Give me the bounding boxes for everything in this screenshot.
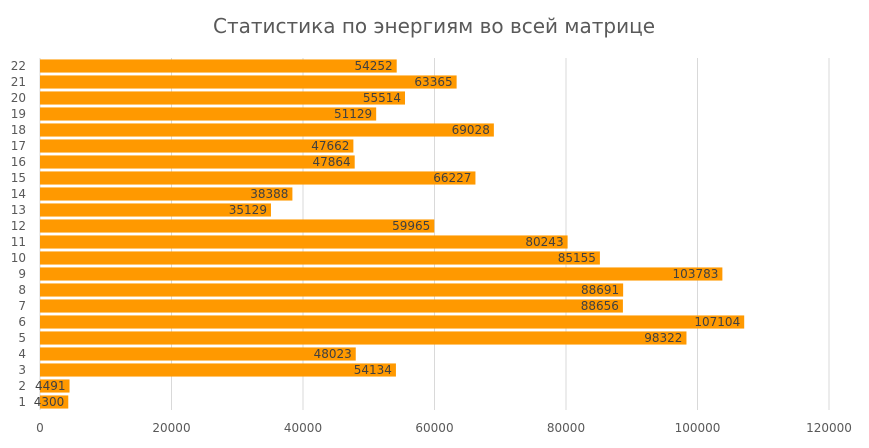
bar-15: [40, 171, 476, 185]
y-tick-label-8: 8: [18, 283, 26, 297]
bar-8: [40, 283, 624, 297]
data-label-5: 98322: [644, 331, 682, 345]
data-label-14: 38388: [250, 187, 288, 201]
bar-12: [40, 219, 435, 233]
bar-20: [40, 91, 406, 105]
bar-1: [40, 395, 69, 409]
bar-22: [40, 59, 397, 73]
y-tick-label-5: 5: [18, 331, 26, 345]
data-label-16: 47864: [313, 155, 351, 169]
data-label-2: 4491: [35, 379, 66, 393]
y-tick-label-12: 12: [11, 219, 26, 233]
bar-6: [40, 315, 745, 329]
y-tick-label-21: 21: [11, 75, 26, 89]
bar-14: [40, 187, 293, 201]
bar-2: [40, 379, 70, 393]
bar-9: [40, 267, 723, 281]
data-label-18: 69028: [452, 123, 490, 137]
data-label-4: 48023: [314, 347, 352, 361]
y-tick-label-1: 1: [18, 395, 26, 409]
x-tick-label-80000: 80000: [547, 421, 585, 435]
y-tick-label-9: 9: [18, 267, 26, 281]
y-tick-label-7: 7: [18, 299, 26, 313]
bar-19: [40, 107, 377, 121]
x-tick-label-0: 0: [36, 421, 44, 435]
x-axis-labels: 0 20000 40000 60000 80000 100000 120000: [36, 421, 852, 435]
y-tick-label-22: 22: [11, 59, 26, 73]
data-label-7: 88656: [581, 299, 619, 313]
bar-10: [40, 251, 600, 265]
y-tick-label-3: 3: [18, 363, 26, 377]
data-label-12: 59965: [392, 219, 430, 233]
y-tick-label-14: 14: [11, 187, 26, 201]
x-tick-label-120000: 120000: [806, 421, 852, 435]
x-tick-label-60000: 60000: [415, 421, 453, 435]
data-label-6: 107104: [694, 315, 740, 329]
bar-16: [40, 155, 355, 169]
data-label-9: 103783: [673, 267, 719, 281]
x-tick-label-40000: 40000: [284, 421, 322, 435]
data-label-20: 55514: [363, 91, 401, 105]
chart-title: Статистика по энергиям во всей матрице: [213, 14, 655, 38]
x-tick-label-100000: 100000: [675, 421, 721, 435]
data-label-11: 80243: [525, 235, 563, 249]
data-label-1: 4300: [34, 395, 65, 409]
bars-group: [40, 59, 745, 409]
bar-7: [40, 299, 623, 313]
bar-17: [40, 139, 354, 153]
y-tick-label-17: 17: [11, 139, 26, 153]
data-label-22: 54252: [355, 59, 393, 73]
data-label-21: 63365: [414, 75, 452, 89]
bar-13: [40, 203, 271, 217]
y-tick-label-19: 19: [11, 107, 26, 121]
data-label-10: 85155: [558, 251, 596, 265]
data-label-17: 47662: [311, 139, 349, 153]
bar-5: [40, 331, 687, 345]
y-tick-label-18: 18: [11, 123, 26, 137]
data-label-3: 54134: [354, 363, 392, 377]
y-tick-label-15: 15: [11, 171, 26, 185]
data-label-15: 66227: [433, 171, 471, 185]
data-label-8: 88691: [581, 283, 619, 297]
data-label-19: 51129: [334, 107, 372, 121]
y-tick-label-4: 4: [18, 347, 26, 361]
y-tick-label-20: 20: [11, 91, 26, 105]
bar-11: [40, 235, 568, 249]
x-tick-label-20000: 20000: [152, 421, 190, 435]
bar-4: [40, 347, 356, 361]
bar-18: [40, 123, 494, 137]
y-tick-label-2: 2: [18, 379, 26, 393]
y-tick-label-13: 13: [11, 203, 26, 217]
y-tick-label-16: 16: [11, 155, 26, 169]
y-tick-label-6: 6: [18, 315, 26, 329]
data-label-13: 35129: [229, 203, 267, 217]
bar-3: [40, 363, 396, 377]
bar-21: [40, 75, 457, 89]
y-tick-label-10: 10: [11, 251, 26, 265]
y-tick-label-11: 11: [11, 235, 26, 249]
